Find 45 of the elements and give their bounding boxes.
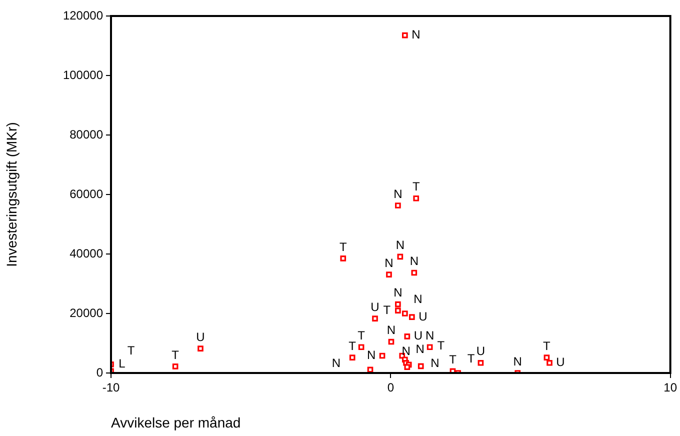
annotation: N xyxy=(366,348,376,362)
y-tick-label: 80000 xyxy=(70,127,104,142)
y-tick-label: 40000 xyxy=(70,246,104,260)
annotation: N xyxy=(425,328,434,342)
annotation: T xyxy=(172,348,180,362)
annotation: T xyxy=(348,338,357,353)
annotation: U xyxy=(418,309,428,324)
x-tick-label: 10 xyxy=(664,380,678,395)
annotation: N xyxy=(384,256,394,270)
annotation: N xyxy=(410,254,418,268)
annotation: T xyxy=(437,338,446,352)
annotation: T xyxy=(467,351,476,366)
x-tick-label: 0 xyxy=(387,380,394,395)
annotation: N xyxy=(402,344,410,358)
annotation: U xyxy=(556,355,565,370)
annotation: N xyxy=(396,238,405,252)
annotation: N xyxy=(386,323,396,338)
annotation: U xyxy=(414,328,422,343)
annotation: N xyxy=(414,292,422,306)
annotation: N xyxy=(332,356,341,370)
annotation: N xyxy=(430,356,440,370)
annotation: L xyxy=(118,356,126,371)
y-tick-label: 0 xyxy=(96,365,104,380)
annotation: T xyxy=(358,328,366,342)
y-tick-label: 120000 xyxy=(62,8,104,22)
annotation: U xyxy=(370,300,380,314)
x-tick-label: -10 xyxy=(102,380,120,395)
y-tick-label: 100000 xyxy=(62,68,104,82)
annotation: N xyxy=(513,354,522,368)
annotation: T xyxy=(339,240,348,254)
annotation: T xyxy=(449,352,458,367)
annotation: U xyxy=(476,344,486,358)
annotation: N xyxy=(394,186,402,201)
annotation: T xyxy=(383,302,392,317)
annotation: T xyxy=(543,338,552,353)
x-axis-title: Avvikelse per månad xyxy=(111,414,241,430)
y-axis-title: Investeringsutgift (MKr) xyxy=(3,122,20,267)
y-tick-label: 60000 xyxy=(70,186,104,201)
annotation: N xyxy=(412,28,420,42)
annotation: T xyxy=(127,344,136,358)
annotation: U xyxy=(196,330,205,344)
annotation: T xyxy=(412,180,420,194)
annotation: N xyxy=(416,342,424,356)
annotation: N xyxy=(394,286,402,300)
y-tick-label: 20000 xyxy=(70,306,104,320)
